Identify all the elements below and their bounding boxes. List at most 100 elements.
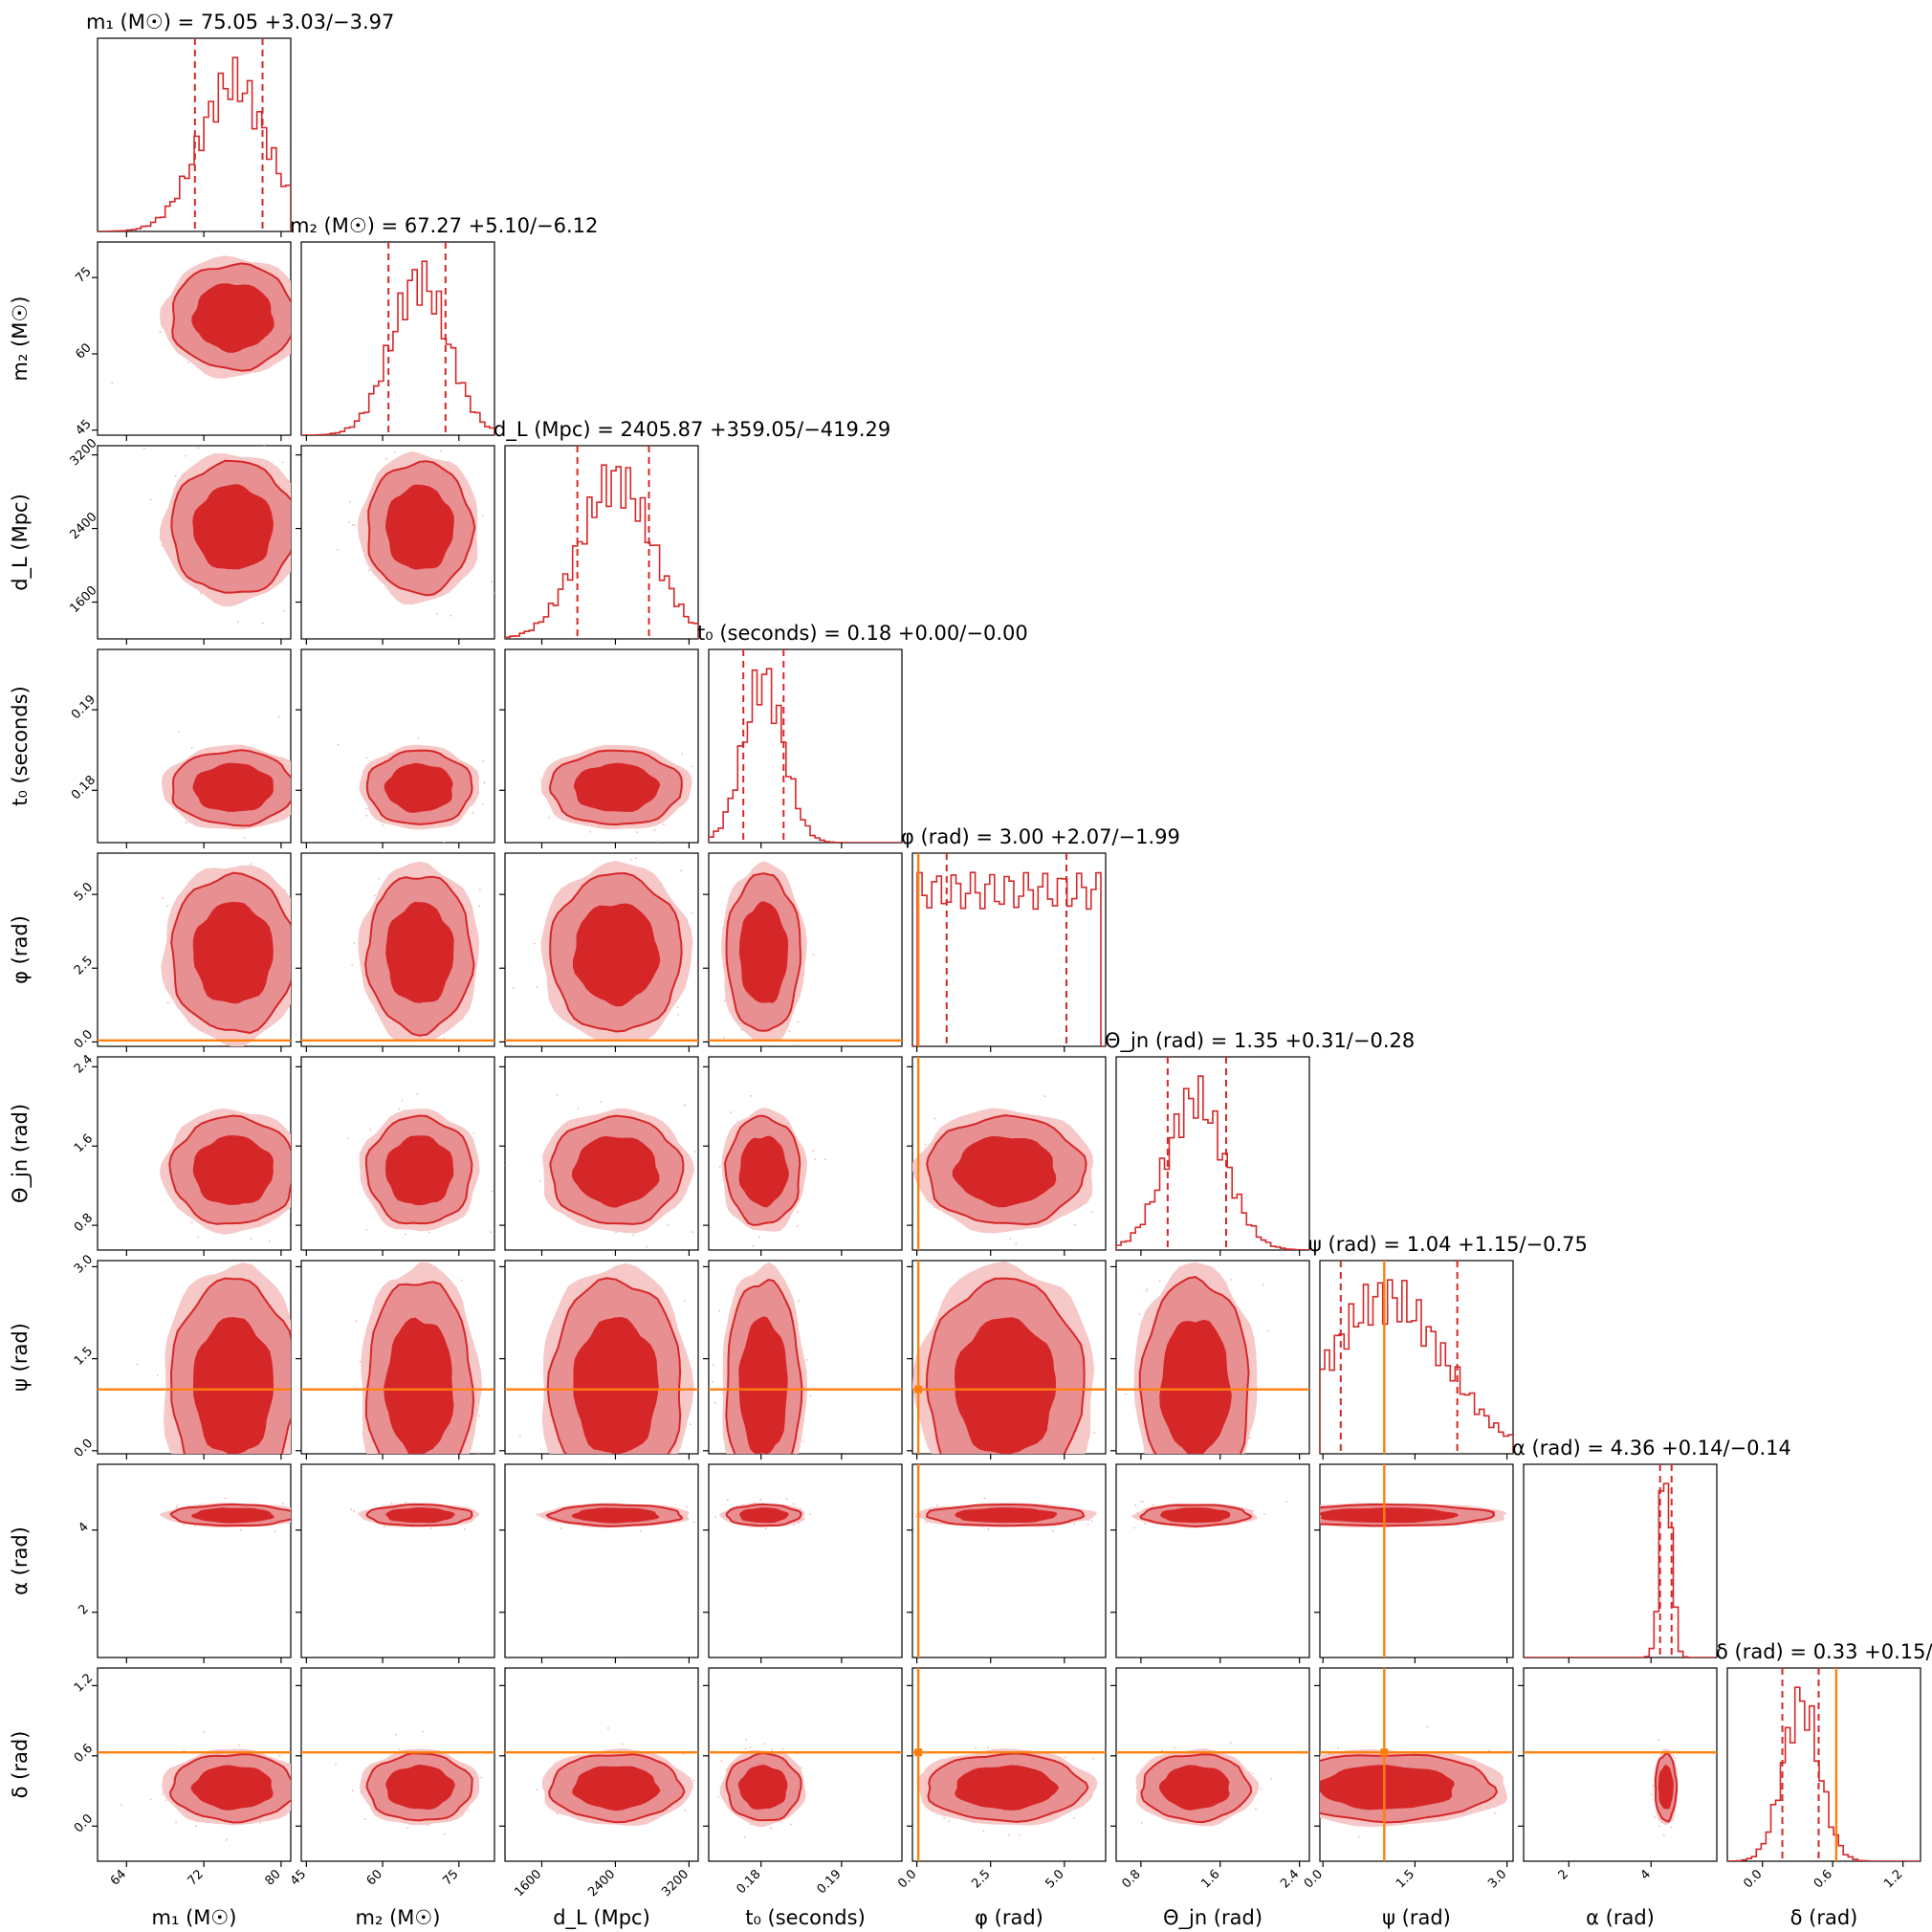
y-tick-label: 1600 bbox=[68, 583, 100, 616]
sample-point bbox=[1229, 1742, 1232, 1745]
sample-point bbox=[174, 474, 177, 477]
sample-point bbox=[704, 1139, 706, 1141]
y-tick-label: 2.4 bbox=[72, 1052, 96, 1076]
sample-point bbox=[1145, 1290, 1148, 1292]
y-axis-label-psi: ψ (rad) bbox=[9, 1323, 32, 1392]
sample-point bbox=[350, 1508, 353, 1511]
panel-title-alpha: α (rad) = 4.36 +0.14/−0.14 bbox=[1512, 1437, 1791, 1460]
contour-inner bbox=[1158, 1765, 1230, 1811]
sample-point bbox=[243, 837, 246, 840]
sample-point bbox=[236, 621, 239, 624]
sample-point bbox=[1658, 1825, 1660, 1827]
sample-point bbox=[374, 894, 376, 897]
y-tick-label: 0.8 bbox=[72, 1211, 96, 1235]
x-tick-label: 5.0 bbox=[1043, 1867, 1066, 1891]
sample-point bbox=[1658, 1739, 1659, 1742]
sample-point bbox=[1009, 1238, 1012, 1240]
contour-inner bbox=[193, 1317, 274, 1454]
histogram-dL bbox=[505, 464, 698, 639]
contour-inner bbox=[191, 283, 274, 353]
contour-inner bbox=[571, 1135, 660, 1208]
contour-inner bbox=[573, 1316, 659, 1454]
sample-point bbox=[1522, 1795, 1524, 1797]
sample-point bbox=[349, 500, 351, 503]
contour-panel-dL-theta bbox=[499, 1056, 706, 1256]
sample-point bbox=[293, 811, 295, 813]
sample-point bbox=[814, 1158, 817, 1160]
contour-panel-m2-psi bbox=[296, 1260, 495, 1460]
sample-point bbox=[1285, 1501, 1287, 1503]
sample-point bbox=[185, 454, 187, 457]
contour-panel-phi-psi bbox=[907, 1260, 1111, 1460]
histogram-alpha bbox=[1524, 1482, 1717, 1658]
sample-point bbox=[1652, 1785, 1655, 1787]
contour-panel-m2-delta: 45 60 75 bbox=[288, 1667, 495, 1889]
x-tick-label: 1.6 bbox=[1198, 1867, 1222, 1891]
sample-point bbox=[1357, 1835, 1360, 1838]
panel-frame bbox=[1115, 1056, 1310, 1251]
sample-point bbox=[411, 1048, 413, 1050]
sample-point bbox=[1315, 1786, 1317, 1788]
y-tick-label: 0.0 bbox=[72, 1437, 96, 1460]
y-tick-label: 1.6 bbox=[72, 1131, 96, 1155]
contour-panel-dL-alpha bbox=[499, 1463, 699, 1663]
sample-point bbox=[1015, 1242, 1018, 1244]
sample-point bbox=[1262, 1284, 1264, 1286]
sample-point bbox=[1426, 1725, 1429, 1728]
x-tick-label: 0.19 bbox=[815, 1867, 845, 1897]
sample-point bbox=[1249, 1437, 1251, 1439]
contour-inner bbox=[384, 1507, 455, 1524]
sample-point bbox=[756, 1253, 757, 1255]
y-axis-label-theta: Θ_jn (rad) bbox=[9, 1104, 33, 1203]
truth-marker bbox=[1380, 1748, 1389, 1757]
sample-point bbox=[238, 1745, 240, 1746]
sample-point bbox=[1109, 1370, 1111, 1372]
sample-point bbox=[1065, 1756, 1066, 1759]
sample-point bbox=[290, 1210, 291, 1213]
sample-point bbox=[398, 1108, 401, 1110]
sample-point bbox=[353, 1510, 356, 1513]
contour-inner bbox=[573, 762, 661, 812]
sample-point bbox=[480, 1776, 482, 1779]
y-tick-label: 0.6 bbox=[72, 1742, 96, 1766]
sample-point bbox=[477, 1452, 480, 1454]
x-tick-label: 2400 bbox=[585, 1867, 618, 1899]
sample-point bbox=[187, 362, 189, 363]
panel-frame bbox=[1726, 1667, 1921, 1862]
sample-point bbox=[422, 1730, 425, 1733]
sample-point bbox=[798, 1300, 800, 1302]
sample-point bbox=[490, 1231, 492, 1234]
histogram-m2 bbox=[301, 260, 494, 435]
hist-panel-t0: t₀ (seconds) = 0.18 +0.00/−0.00 bbox=[697, 622, 1028, 848]
y-axis-label-m2: m₂ (M☉) bbox=[9, 296, 32, 382]
sample-point bbox=[712, 1381, 714, 1384]
y-axis-label-dL: d_L (Mpc) bbox=[9, 494, 33, 591]
sample-point bbox=[718, 1309, 720, 1312]
x-tick-label: 75 bbox=[440, 1867, 461, 1888]
x-tick-label: 0.0 bbox=[1302, 1867, 1326, 1891]
sample-point bbox=[274, 1530, 276, 1532]
contour-panel-m2-alpha bbox=[296, 1463, 495, 1663]
sample-point bbox=[1139, 1501, 1142, 1503]
sample-point bbox=[390, 1502, 393, 1504]
sample-point bbox=[805, 1358, 808, 1361]
sample-point bbox=[365, 1229, 368, 1231]
x-axis-label-m1: m₁ (M☉) bbox=[152, 1906, 237, 1929]
sample-point bbox=[758, 1236, 760, 1239]
sample-point bbox=[246, 844, 248, 845]
panel-frame bbox=[300, 1463, 495, 1658]
sample-point bbox=[368, 569, 370, 572]
sample-point bbox=[692, 1521, 695, 1524]
panel-frame bbox=[911, 1463, 1107, 1658]
sample-point bbox=[1255, 1808, 1257, 1811]
sample-point bbox=[166, 905, 169, 908]
sample-point bbox=[149, 498, 152, 501]
sample-point bbox=[1158, 1280, 1161, 1282]
sample-point bbox=[1141, 1501, 1144, 1504]
panel-title-theta: Θ_jn (rad) = 1.35 +0.31/−0.28 bbox=[1105, 1029, 1415, 1053]
sample-point bbox=[693, 1151, 696, 1153]
contour-inner bbox=[738, 1135, 789, 1208]
sample-point bbox=[1248, 1771, 1251, 1773]
sample-point bbox=[824, 1158, 826, 1160]
